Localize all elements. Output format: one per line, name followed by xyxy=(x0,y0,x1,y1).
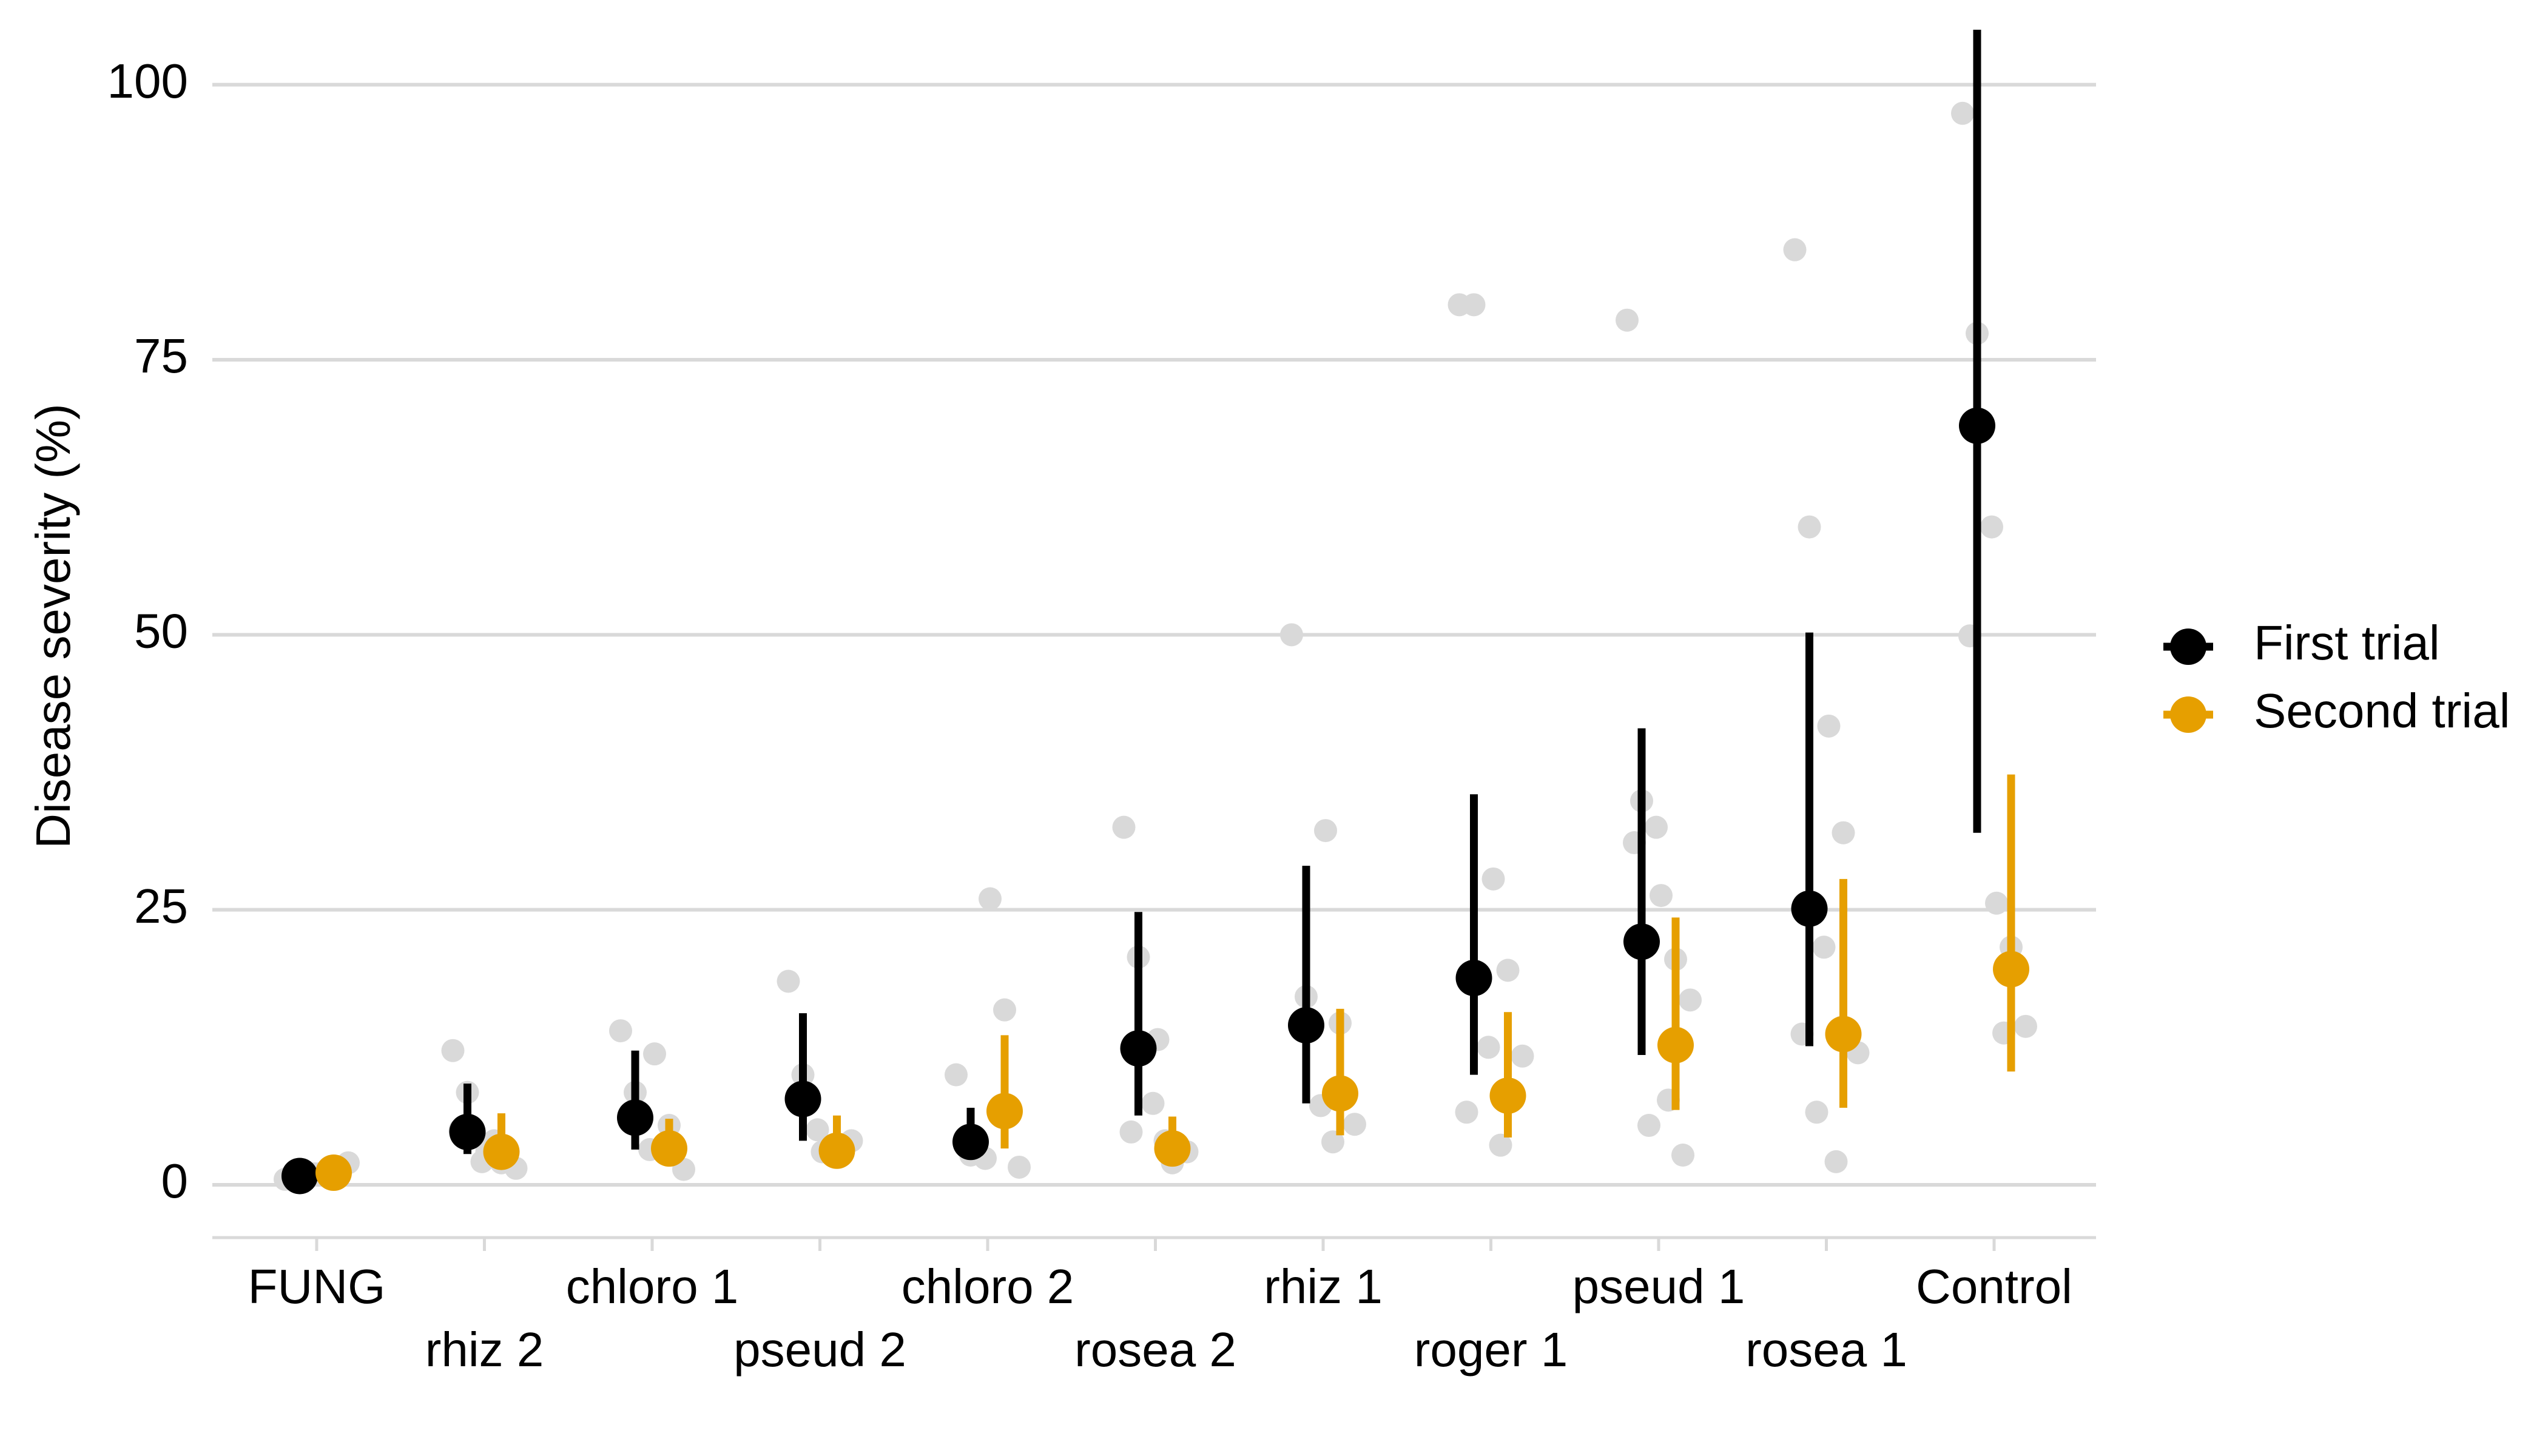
x-tick-label: rhiz 2 xyxy=(425,1323,544,1377)
raw-point xyxy=(1671,1144,1694,1167)
raw-point xyxy=(1616,308,1639,332)
mean-point xyxy=(1154,1130,1191,1167)
x-tick-label: pseud 1 xyxy=(1572,1259,1745,1313)
y-tick-label: 100 xyxy=(107,54,188,108)
raw-point xyxy=(1481,867,1505,891)
raw-point xyxy=(1343,1113,1366,1136)
raw-point xyxy=(1812,935,1836,959)
raw-point xyxy=(979,887,1002,911)
mean-point xyxy=(1623,923,1660,960)
legend-label: Second trial xyxy=(2254,684,2510,738)
x-tick-label: Control xyxy=(1916,1259,2072,1313)
raw-point xyxy=(441,1039,465,1062)
raw-point xyxy=(1314,819,1337,843)
x-tick-label: chloro 2 xyxy=(902,1259,1074,1313)
raw-point xyxy=(1496,959,1520,982)
raw-point xyxy=(1489,1133,1512,1157)
y-tick-label: 0 xyxy=(161,1154,189,1208)
x-tick-label: FUNG xyxy=(248,1259,386,1313)
raw-point xyxy=(1783,238,1807,261)
y-tick-label: 75 xyxy=(134,329,188,383)
x-tick-label: chloro 1 xyxy=(566,1259,739,1313)
mean-point xyxy=(449,1113,486,1150)
x-tick-label: roger 1 xyxy=(1414,1323,1568,1377)
mean-point xyxy=(986,1093,1023,1130)
y-tick-label: 25 xyxy=(134,879,188,933)
raw-point xyxy=(1321,1130,1344,1154)
plot-area xyxy=(274,30,2037,1195)
raw-point xyxy=(1477,1036,1500,1059)
raw-point xyxy=(806,1118,829,1142)
raw-point xyxy=(609,1019,632,1043)
raw-point xyxy=(1462,293,1486,317)
raw-point xyxy=(1798,515,1821,539)
mean-point xyxy=(281,1158,318,1195)
mean-point xyxy=(1993,951,2029,988)
raw-point xyxy=(1980,515,2003,539)
raw-point xyxy=(1650,884,1673,908)
raw-point xyxy=(1824,1150,1848,1173)
raw-point xyxy=(2014,1014,2037,1038)
raw-point xyxy=(1985,891,2008,915)
legend-label: First trial xyxy=(2254,616,2440,670)
mean-point xyxy=(784,1080,821,1117)
mean-point xyxy=(1791,890,1828,927)
mean-point xyxy=(952,1124,989,1161)
mean-point xyxy=(315,1154,352,1191)
raw-point xyxy=(1805,1100,1828,1124)
raw-point xyxy=(1141,1091,1165,1115)
raw-point xyxy=(993,998,1016,1022)
legend-key-point xyxy=(2170,696,2206,733)
raw-point xyxy=(1511,1044,1534,1068)
raw-point xyxy=(777,969,800,993)
raw-point xyxy=(1280,623,1303,647)
raw-point xyxy=(1951,101,1974,125)
raw-point xyxy=(1637,1114,1660,1138)
mean-point xyxy=(617,1099,653,1136)
raw-point xyxy=(1679,988,1702,1012)
raw-point xyxy=(1645,815,1668,839)
mean-point xyxy=(651,1130,687,1167)
raw-point xyxy=(643,1042,666,1066)
mean-point xyxy=(1120,1030,1157,1067)
x-tick-label: rhiz 1 xyxy=(1264,1259,1383,1313)
mean-point xyxy=(1455,960,1492,997)
raw-point xyxy=(1832,821,1855,844)
raw-point xyxy=(1112,815,1136,839)
legend-key-point xyxy=(2170,629,2206,665)
x-tick-label: rosea 2 xyxy=(1074,1323,1236,1377)
mean-point xyxy=(1489,1077,1526,1114)
mean-point xyxy=(1657,1026,1694,1063)
raw-point xyxy=(945,1063,968,1087)
y-tick-label: 50 xyxy=(134,604,188,658)
raw-point xyxy=(1817,714,1841,738)
mean-point xyxy=(483,1133,520,1170)
raw-point xyxy=(1455,1100,1478,1124)
x-tick-label: pseud 2 xyxy=(733,1323,906,1377)
y-axis-label: Disease severity (%) xyxy=(26,403,80,849)
raw-point xyxy=(1008,1155,1031,1179)
mean-point xyxy=(818,1132,855,1169)
mean-point xyxy=(1288,1007,1324,1044)
mean-point xyxy=(1959,407,1995,444)
x-tick-label: rosea 1 xyxy=(1745,1323,1907,1377)
mean-point xyxy=(1322,1075,1358,1112)
raw-point xyxy=(1119,1120,1143,1144)
mean-point xyxy=(1825,1016,1862,1053)
